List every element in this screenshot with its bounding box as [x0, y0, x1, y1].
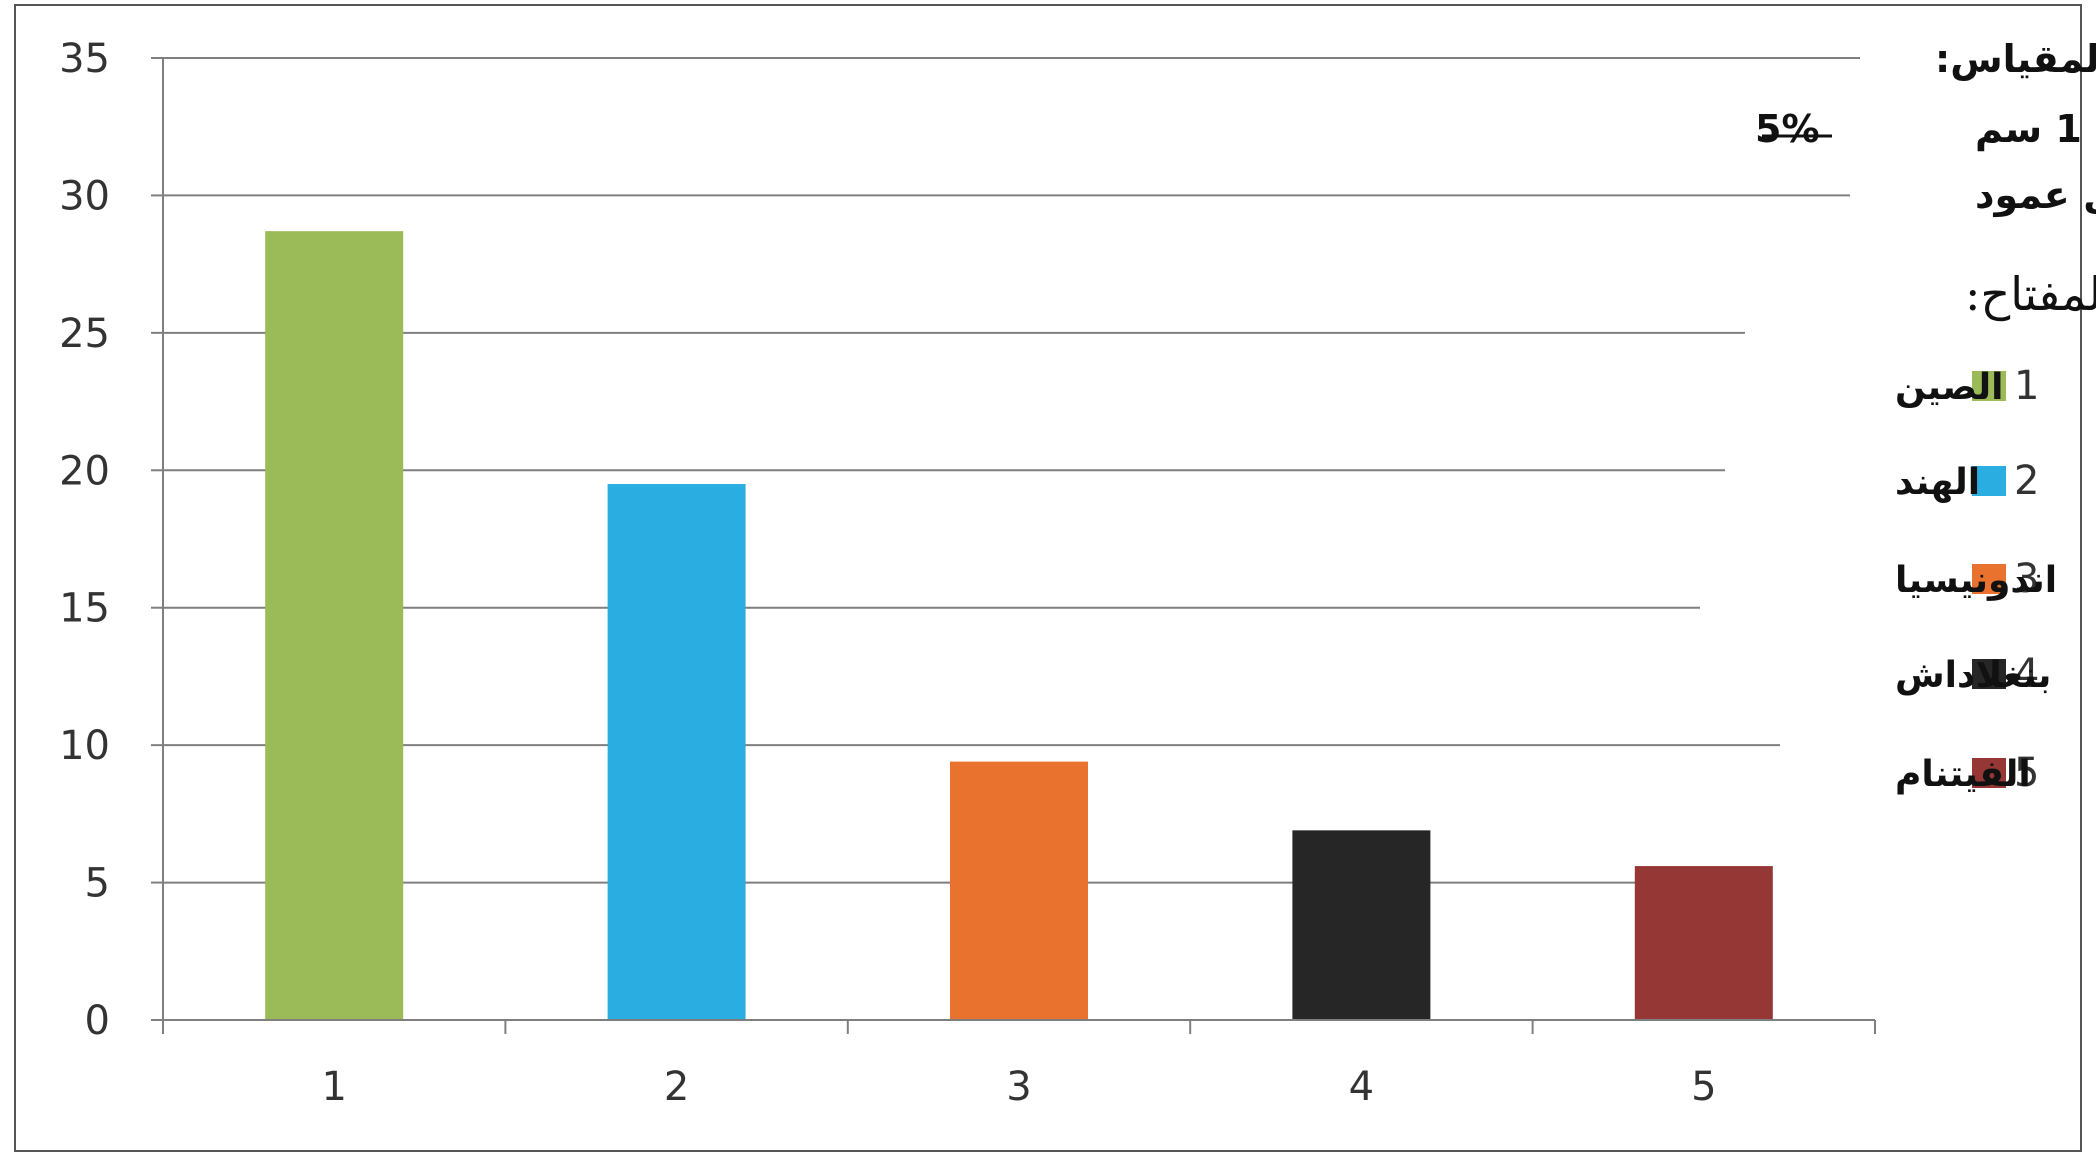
legend-title: المفتاح:: [1965, 267, 2096, 322]
legend-number: 2: [2014, 458, 2039, 504]
y-tick-label: 5: [85, 861, 110, 907]
y-tick-label: 25: [59, 311, 110, 357]
legend-label: اندونيسيا: [1895, 560, 2057, 601]
bar-2: [607, 484, 746, 1020]
y-tick-label: 35: [59, 36, 110, 82]
y-tick-label: 30: [59, 173, 110, 219]
y-tick-labels: 0 5 10 15 20 25 30 35: [59, 36, 110, 1044]
x-tick-label: 1: [321, 1064, 346, 1110]
y-tick-label: 20: [59, 448, 110, 494]
scale-line1-right: 5%: [1755, 107, 1820, 151]
legend-swatch: [1972, 466, 2006, 496]
x-tick-labels: 1 2 3 4 5: [321, 1064, 1716, 1110]
y-tick-label: 10: [59, 723, 110, 769]
y-tick-label: 15: [59, 586, 110, 632]
legend-number: 1: [2014, 363, 2039, 409]
legend-label: الفيتنام: [1895, 754, 2031, 795]
legend-swatch: [1972, 758, 2006, 788]
bar-5: [1634, 866, 1773, 1020]
legend-number: 5: [2014, 750, 2039, 796]
bar-3: [950, 761, 1088, 1020]
legend-swatch: [1972, 659, 2006, 689]
bar-1: [265, 231, 404, 1020]
x-tick-label: 3: [1006, 1064, 1031, 1110]
x-tick-label: 5: [1691, 1064, 1716, 1110]
legend-label: بنغلاداش: [1895, 655, 2051, 696]
scale-title: المقياس:: [1935, 37, 2096, 81]
y-tick-label: 0: [85, 998, 110, 1044]
legend-swatch: [1972, 564, 2006, 594]
legend-entry: 2 الهند: [1895, 458, 2039, 504]
bars: [265, 231, 1773, 1020]
legend-label: الصين: [1895, 367, 2003, 408]
legend-entry: 1 الصين: [1895, 363, 2039, 409]
bar-4: [1292, 830, 1431, 1020]
legend-number: 3: [2014, 556, 2039, 602]
scale-annotation: المقياس: 1 سم 5% 1سم لكل عمود: [1755, 37, 2096, 218]
legend-swatch: [1972, 371, 2006, 401]
legend-label: الهند: [1895, 462, 1980, 503]
legend-number: 4: [2014, 651, 2039, 697]
scale-line2: 1سم لكل عمود: [1975, 173, 2096, 218]
x-tick-label: 2: [664, 1064, 689, 1110]
scale-line1-left: 1 سم: [1975, 107, 2082, 152]
x-tick-label: 4: [1349, 1064, 1374, 1110]
axes: [162, 58, 1876, 1034]
chart-frame: [14, 4, 2082, 1152]
